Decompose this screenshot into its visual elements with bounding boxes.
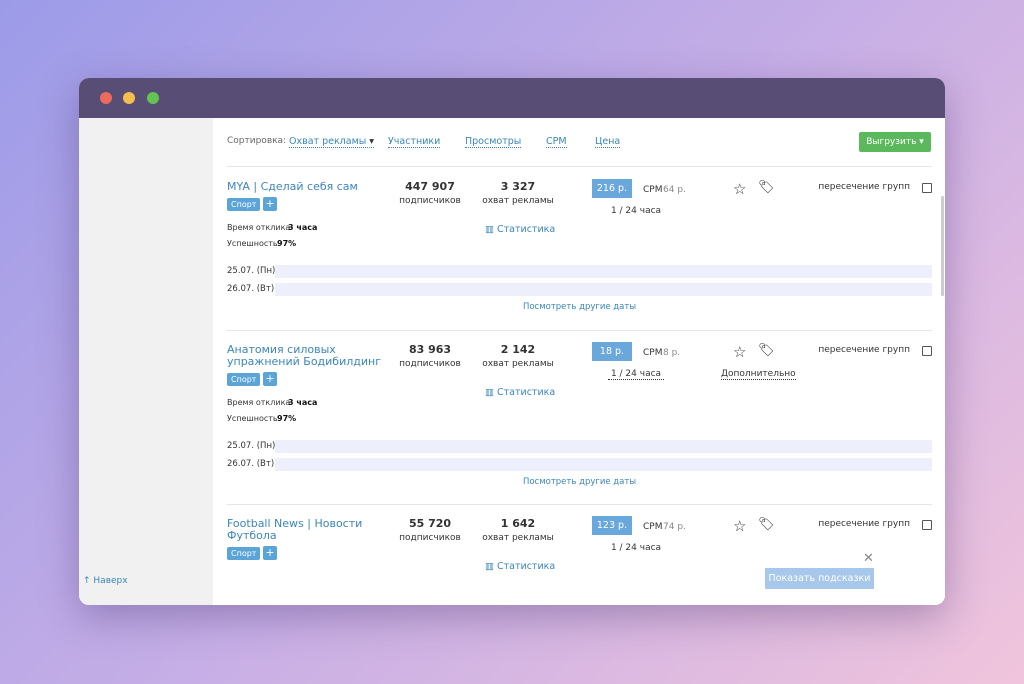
favorite-star[interactable]: ☆ — [733, 517, 747, 535]
stats-text[interactable]: Статистика — [497, 224, 556, 235]
tag[interactable]: Спорт — [227, 373, 261, 386]
intersect: пересечение групп — [818, 345, 910, 355]
add-tag-button[interactable]: + — [263, 372, 277, 386]
channel-name[interactable]: MYA | Сделай себя сам — [227, 180, 358, 193]
scrollbar — [941, 196, 944, 296]
price[interactable]: 18 р. — [592, 342, 632, 361]
extra-link[interactable]: Дополнительно — [721, 369, 796, 380]
channel-name[interactable]: Football News | Новости — [227, 517, 363, 530]
sidebar: ↑ Наверх — [79, 118, 213, 605]
date-bar[interactable] — [275, 265, 932, 278]
tag-icon[interactable]: 🏷 — [758, 343, 775, 358]
tag-icon[interactable]: 🏷 — [758, 517, 775, 532]
add-tag-button[interactable]: + — [263, 546, 277, 560]
subscribers: 55 720 — [408, 517, 452, 530]
success-label: Успешность — [227, 239, 278, 248]
subscribers-label: подписчиков — [399, 359, 461, 369]
date: 26.07. (Вт) — [227, 284, 275, 294]
subscribers: 447 907 — [405, 180, 455, 193]
browser-window: ↑ Наверх Сортировка: Выгрузить ▾ Охват р… — [79, 78, 945, 605]
sort-option[interactable]: Цена — [595, 136, 621, 148]
reach-label: охват рекламы — [482, 196, 554, 206]
date: 25.07. (Пн) — [227, 441, 276, 451]
tooltip-button[interactable]: Показать подсказки — [765, 568, 874, 589]
sort-option[interactable]: CPM — [546, 136, 567, 148]
reach: 3 327 — [500, 180, 536, 193]
content: Сортировка: Выгрузить ▾ Охват рекламы ▾ У… — [213, 118, 945, 605]
tag[interactable]: Спорт — [227, 547, 261, 560]
checkbox[interactable] — [922, 183, 932, 193]
add-tag-button[interactable]: + — [263, 197, 277, 211]
channel-name[interactable]: Футбола — [227, 529, 277, 542]
date-bar[interactable] — [275, 283, 932, 296]
tag-icon[interactable]: 🏷 — [758, 180, 775, 195]
sort-label: Сортировка: — [227, 136, 287, 146]
sort-option[interactable]: Просмотры — [465, 136, 522, 148]
intersect: пересечение групп — [818, 182, 910, 192]
tooltip-close[interactable]: ✕ — [863, 551, 874, 566]
caret: ▾ — [366, 136, 375, 147]
stats-link[interactable]: ▥ Статистика — [485, 224, 556, 235]
divider — [227, 330, 932, 331]
sort-option[interactable]: Охват рекламы ▾ — [289, 136, 375, 148]
intersect: пересечение групп — [818, 519, 910, 529]
minimize-button[interactable] — [123, 92, 135, 104]
stats-text[interactable]: Статистика — [497, 561, 556, 572]
cpm-label: CPM — [643, 348, 663, 358]
export-text[interactable]: Выгрузить — [866, 137, 917, 147]
export-button[interactable]: Выгрузить ▾ — [859, 132, 931, 152]
price[interactable]: 216 р. — [592, 179, 632, 198]
cpm-label: CPM — [643, 522, 663, 532]
cpm: 8 р. — [663, 348, 681, 358]
checkbox[interactable] — [922, 346, 932, 356]
title-bar — [79, 78, 945, 118]
close-button[interactable] — [100, 92, 112, 104]
channel-name[interactable]: упражнений Бодибилдинг — [227, 355, 381, 368]
date: 26.07. (Вт) — [227, 459, 275, 469]
period[interactable]: 1 / 24 часа — [608, 369, 664, 380]
reach-label: охват рекламы — [482, 359, 554, 369]
date-bar[interactable] — [275, 440, 932, 453]
more-dates[interactable]: Посмотреть другие даты — [522, 477, 637, 487]
success: 97% — [277, 239, 297, 248]
sort-option[interactable]: Участники — [388, 136, 441, 148]
divider — [227, 166, 932, 167]
stats-link[interactable]: ▥ Статистика — [485, 387, 556, 398]
cpm: 74 р. — [663, 522, 686, 532]
more-dates[interactable]: Посмотреть другие даты — [522, 302, 637, 312]
tag[interactable]: Спорт — [227, 198, 261, 211]
reach-label: охват рекламы — [482, 533, 554, 543]
favorite-star[interactable]: ☆ — [733, 180, 747, 198]
subscribers-label: подписчиков — [399, 196, 461, 206]
response-label: Время отклика — [227, 223, 291, 232]
cpm-label: CPM — [643, 185, 663, 195]
reach: 2 142 — [500, 343, 536, 356]
success-label: Успешность — [227, 414, 278, 423]
date: 25.07. (Пн) — [227, 266, 276, 276]
maximize-button[interactable] — [147, 92, 159, 104]
back-to-top[interactable]: ↑ Наверх — [83, 576, 128, 586]
period[interactable]: 1 / 24 часа — [610, 206, 662, 216]
checkbox[interactable] — [922, 520, 932, 530]
response-label: Время отклика — [227, 398, 291, 407]
subscribers: 83 963 — [408, 343, 452, 356]
channel-name[interactable]: Анатомия силовых — [227, 343, 336, 356]
reach: 1 642 — [500, 517, 536, 530]
price[interactable]: 123 р. — [592, 516, 632, 535]
date-bar[interactable] — [275, 458, 932, 471]
stats-text[interactable]: Статистика — [497, 387, 556, 398]
period[interactable]: 1 / 24 часа — [610, 543, 662, 553]
success: 97% — [277, 414, 297, 423]
divider — [227, 504, 932, 505]
cpm: 64 р. — [663, 185, 686, 195]
response: 3 часа — [288, 223, 318, 232]
stats-link[interactable]: ▥ Статистика — [485, 561, 556, 572]
favorite-star[interactable]: ☆ — [733, 343, 747, 361]
subscribers-label: подписчиков — [399, 533, 461, 543]
response: 3 часа — [288, 398, 318, 407]
back-to-top-text[interactable]: Наверх — [93, 576, 128, 586]
